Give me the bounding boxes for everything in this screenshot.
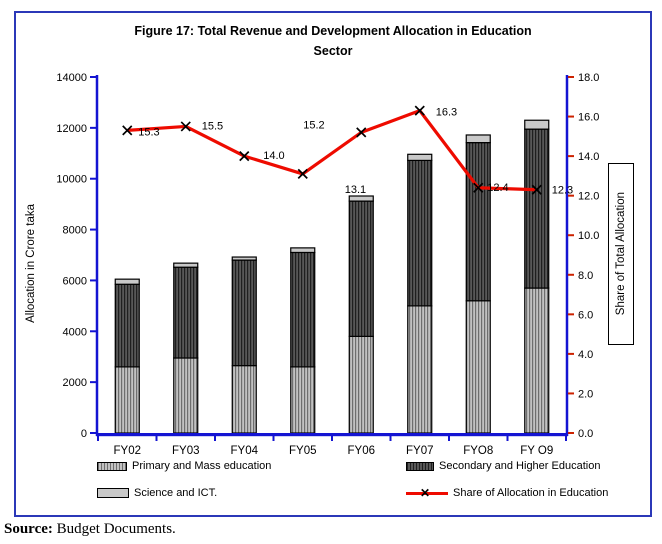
x-category-label: FY07 <box>406 445 434 457</box>
share-line <box>127 109 537 192</box>
legend-item-science: Science and ICT. <box>97 487 217 499</box>
legend-item-share: ✕ Share of Allocation in Education <box>406 485 609 500</box>
right-axis-tick-label: 18.0 <box>578 72 599 84</box>
share-data-label: 12.3 <box>552 185 573 197</box>
left-axis-tick-label: 4000 <box>63 326 87 338</box>
left-axis-tick-label: 6000 <box>63 275 87 287</box>
legend-label-science: Science and ICT. <box>134 487 218 499</box>
share-data-label: 16.3 <box>436 107 457 119</box>
bar-segment <box>290 251 316 368</box>
left-axis-tick-label: 14000 <box>56 72 87 84</box>
bar-segment <box>231 256 257 261</box>
bar-segment <box>173 266 199 359</box>
chart-title-line1: Figure 17: Total Revenue and Development… <box>134 24 532 38</box>
right-axis-tick-label: 2.0 <box>578 388 593 400</box>
x-category-label: FY02 <box>114 445 142 457</box>
bar-segment <box>348 200 374 337</box>
bar-segment <box>290 366 316 434</box>
right-axis-tick-label: 12.0 <box>578 191 599 203</box>
x-category-label: FYO8 <box>463 445 493 457</box>
x-marker-icon <box>122 125 133 136</box>
bar-segment <box>465 134 491 144</box>
share-data-label: 15.5 <box>202 120 223 132</box>
bar-segment <box>348 195 374 202</box>
right-axis-tick-label: 14.0 <box>578 151 599 163</box>
x-marker-icon <box>180 121 191 132</box>
x-marker-icon <box>531 184 542 195</box>
left-axis-tick-label: 2000 <box>63 377 87 389</box>
x-category-label: FY O9 <box>520 445 553 457</box>
right-axis-title-text: Share of Total Allocation <box>615 192 627 316</box>
legend-label-primary: Primary and Mass education <box>132 460 272 472</box>
left-axis-tick-label: 0 <box>81 428 87 440</box>
chart-title-line2: Sector <box>313 44 353 58</box>
share-data-label: 15.3 <box>138 126 159 138</box>
x-marker-icon <box>297 168 308 180</box>
bar-segment <box>407 159 433 307</box>
x-marker-icon <box>414 105 425 116</box>
source-line: Source: Budget Documents. <box>4 521 176 538</box>
bars-group <box>114 119 550 434</box>
x-marker-icon <box>473 182 484 193</box>
legend-share-line-icon <box>406 491 448 495</box>
right-axis-tick-label: 8.0 <box>578 270 593 282</box>
share-data-label: 12.4 <box>487 182 508 194</box>
bar-segment <box>173 357 199 434</box>
bar-segment <box>524 287 550 434</box>
bar-segment <box>407 305 433 434</box>
share-data-label: 15.2 <box>303 119 324 131</box>
bar-segment <box>407 153 433 162</box>
legend-item-primary: Primary and Mass education <box>97 460 271 472</box>
right-axis-tick-label: 16.0 <box>578 112 599 124</box>
legend-swatch-science <box>97 488 129 498</box>
legend-swatch-primary <box>97 461 127 471</box>
axes-group <box>90 75 574 441</box>
source-prefix: Source: <box>4 521 53 537</box>
left-axis-tick-label: 8000 <box>63 225 87 237</box>
share-data-label: 14.0 <box>263 150 284 162</box>
left-axis-tick-label: 10000 <box>56 174 87 186</box>
x-marker-icon <box>356 127 367 138</box>
figure-box: Figure 17: Total Revenue and Development… <box>14 11 652 517</box>
right-axis-tick-label: 6.0 <box>578 309 593 321</box>
legend-item-secondary: Secondary and Higher Education <box>406 460 600 472</box>
chart-title: Figure 17: Total Revenue and Development… <box>16 21 650 61</box>
share-line-group <box>122 105 542 195</box>
x-marker-icon <box>239 151 250 162</box>
bar-segment <box>231 365 257 434</box>
labels-group: 0 2000 4000 6000 8000 10000 12000 14000 0.0 2.0 4.… <box>56 72 599 457</box>
right-axis-tick-label: 4.0 <box>578 349 593 361</box>
legend-x-marker-icon: ✕ <box>420 485 431 500</box>
bar-segment <box>231 259 257 367</box>
x-category-label: FY05 <box>289 445 317 457</box>
bar-segment <box>114 278 140 285</box>
bar-segment <box>524 128 550 289</box>
source-text: Budget Documents. <box>52 521 176 537</box>
bar-segment <box>114 283 140 368</box>
right-axis-tick-label: 0.0 <box>578 428 593 440</box>
legend-swatch-secondary <box>406 461 434 471</box>
bar-segment <box>290 247 316 254</box>
legend-label-share: Share of Allocation in Education <box>453 487 609 499</box>
bar-segment <box>465 300 491 434</box>
bar-segment <box>173 262 199 268</box>
bar-segment <box>114 366 140 434</box>
bar-segment <box>348 335 374 434</box>
bar-segment <box>465 142 491 302</box>
x-category-label: FY06 <box>348 445 376 457</box>
left-axis-tick-label: 12000 <box>56 123 87 135</box>
left-axis-title: Allocation in Crore taka <box>20 163 42 363</box>
bar-segment <box>524 119 550 130</box>
x-category-label: FY04 <box>231 445 259 457</box>
share-data-label: 13.1 <box>345 184 366 196</box>
legend-label-secondary: Secondary and Higher Education <box>439 460 601 472</box>
right-axis-tick-label: 10.0 <box>578 230 599 242</box>
x-category-label: FY03 <box>172 445 200 457</box>
right-axis-title-box: Share of Total Allocation <box>608 163 634 345</box>
x-axis-line <box>96 433 568 437</box>
chart-canvas: 0 2000 4000 6000 8000 10000 12000 14000 0.0 2.0 4.… <box>56 72 599 457</box>
left-axis-title-text: Allocation in Crore taka <box>25 203 37 323</box>
legend-swatch-share-line: ✕ <box>406 485 448 500</box>
